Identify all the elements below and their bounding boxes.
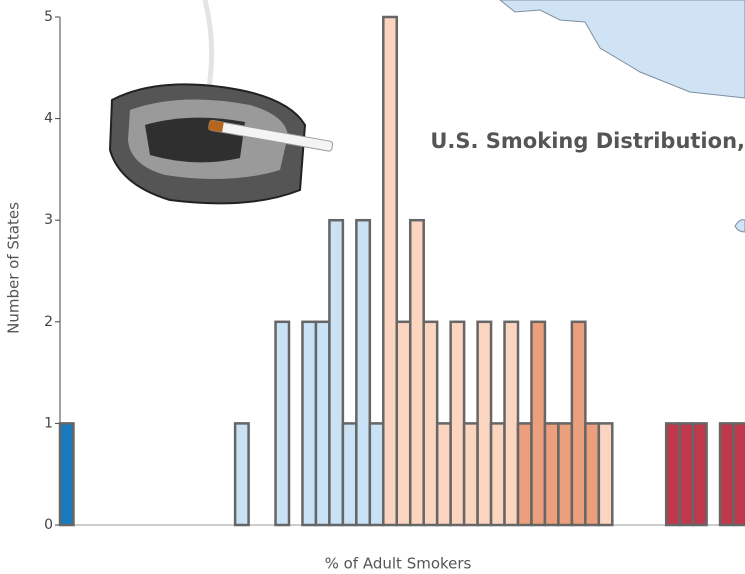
bar [491, 423, 504, 525]
ashtray-illustration [110, 0, 333, 203]
bar [558, 423, 571, 525]
bar [572, 322, 585, 525]
bar [451, 322, 464, 525]
bar [505, 322, 518, 525]
bar [397, 322, 410, 525]
bar [531, 322, 544, 525]
bar [518, 423, 531, 525]
bar [302, 322, 315, 525]
bar [464, 423, 477, 525]
y-tick-label: 0 [44, 517, 53, 533]
bar [235, 423, 248, 525]
map-shape [500, 0, 745, 98]
chart: U.S. Smoking Distribution, % of Adult Sm… [0, 0, 745, 574]
bar [343, 423, 356, 525]
y-tick-label: 2 [44, 314, 53, 330]
bar [316, 322, 329, 525]
y-tick-label: 5 [44, 9, 53, 25]
bar [329, 220, 342, 525]
bar [437, 423, 450, 525]
bar [680, 423, 693, 525]
bar [383, 17, 396, 525]
bar [370, 423, 383, 525]
bar [666, 423, 679, 525]
x-axis-title: % of Adult Smokers [325, 555, 472, 573]
bar [720, 423, 733, 525]
bar [585, 423, 598, 525]
bar [734, 423, 745, 525]
map-shape [735, 220, 745, 232]
bar [599, 423, 612, 525]
y-tick-label: 4 [44, 111, 53, 127]
bar [276, 322, 289, 525]
y-axis-title: Number of States [5, 202, 23, 334]
bar [545, 423, 558, 525]
y-tick-label: 1 [44, 415, 53, 431]
chart-title: U.S. Smoking Distribution, [430, 129, 745, 153]
bar [410, 220, 423, 525]
bar [478, 322, 491, 525]
bar [693, 423, 706, 525]
y-tick-label: 3 [44, 212, 53, 228]
bar [60, 423, 73, 525]
bar [424, 322, 437, 525]
bar [356, 220, 369, 525]
